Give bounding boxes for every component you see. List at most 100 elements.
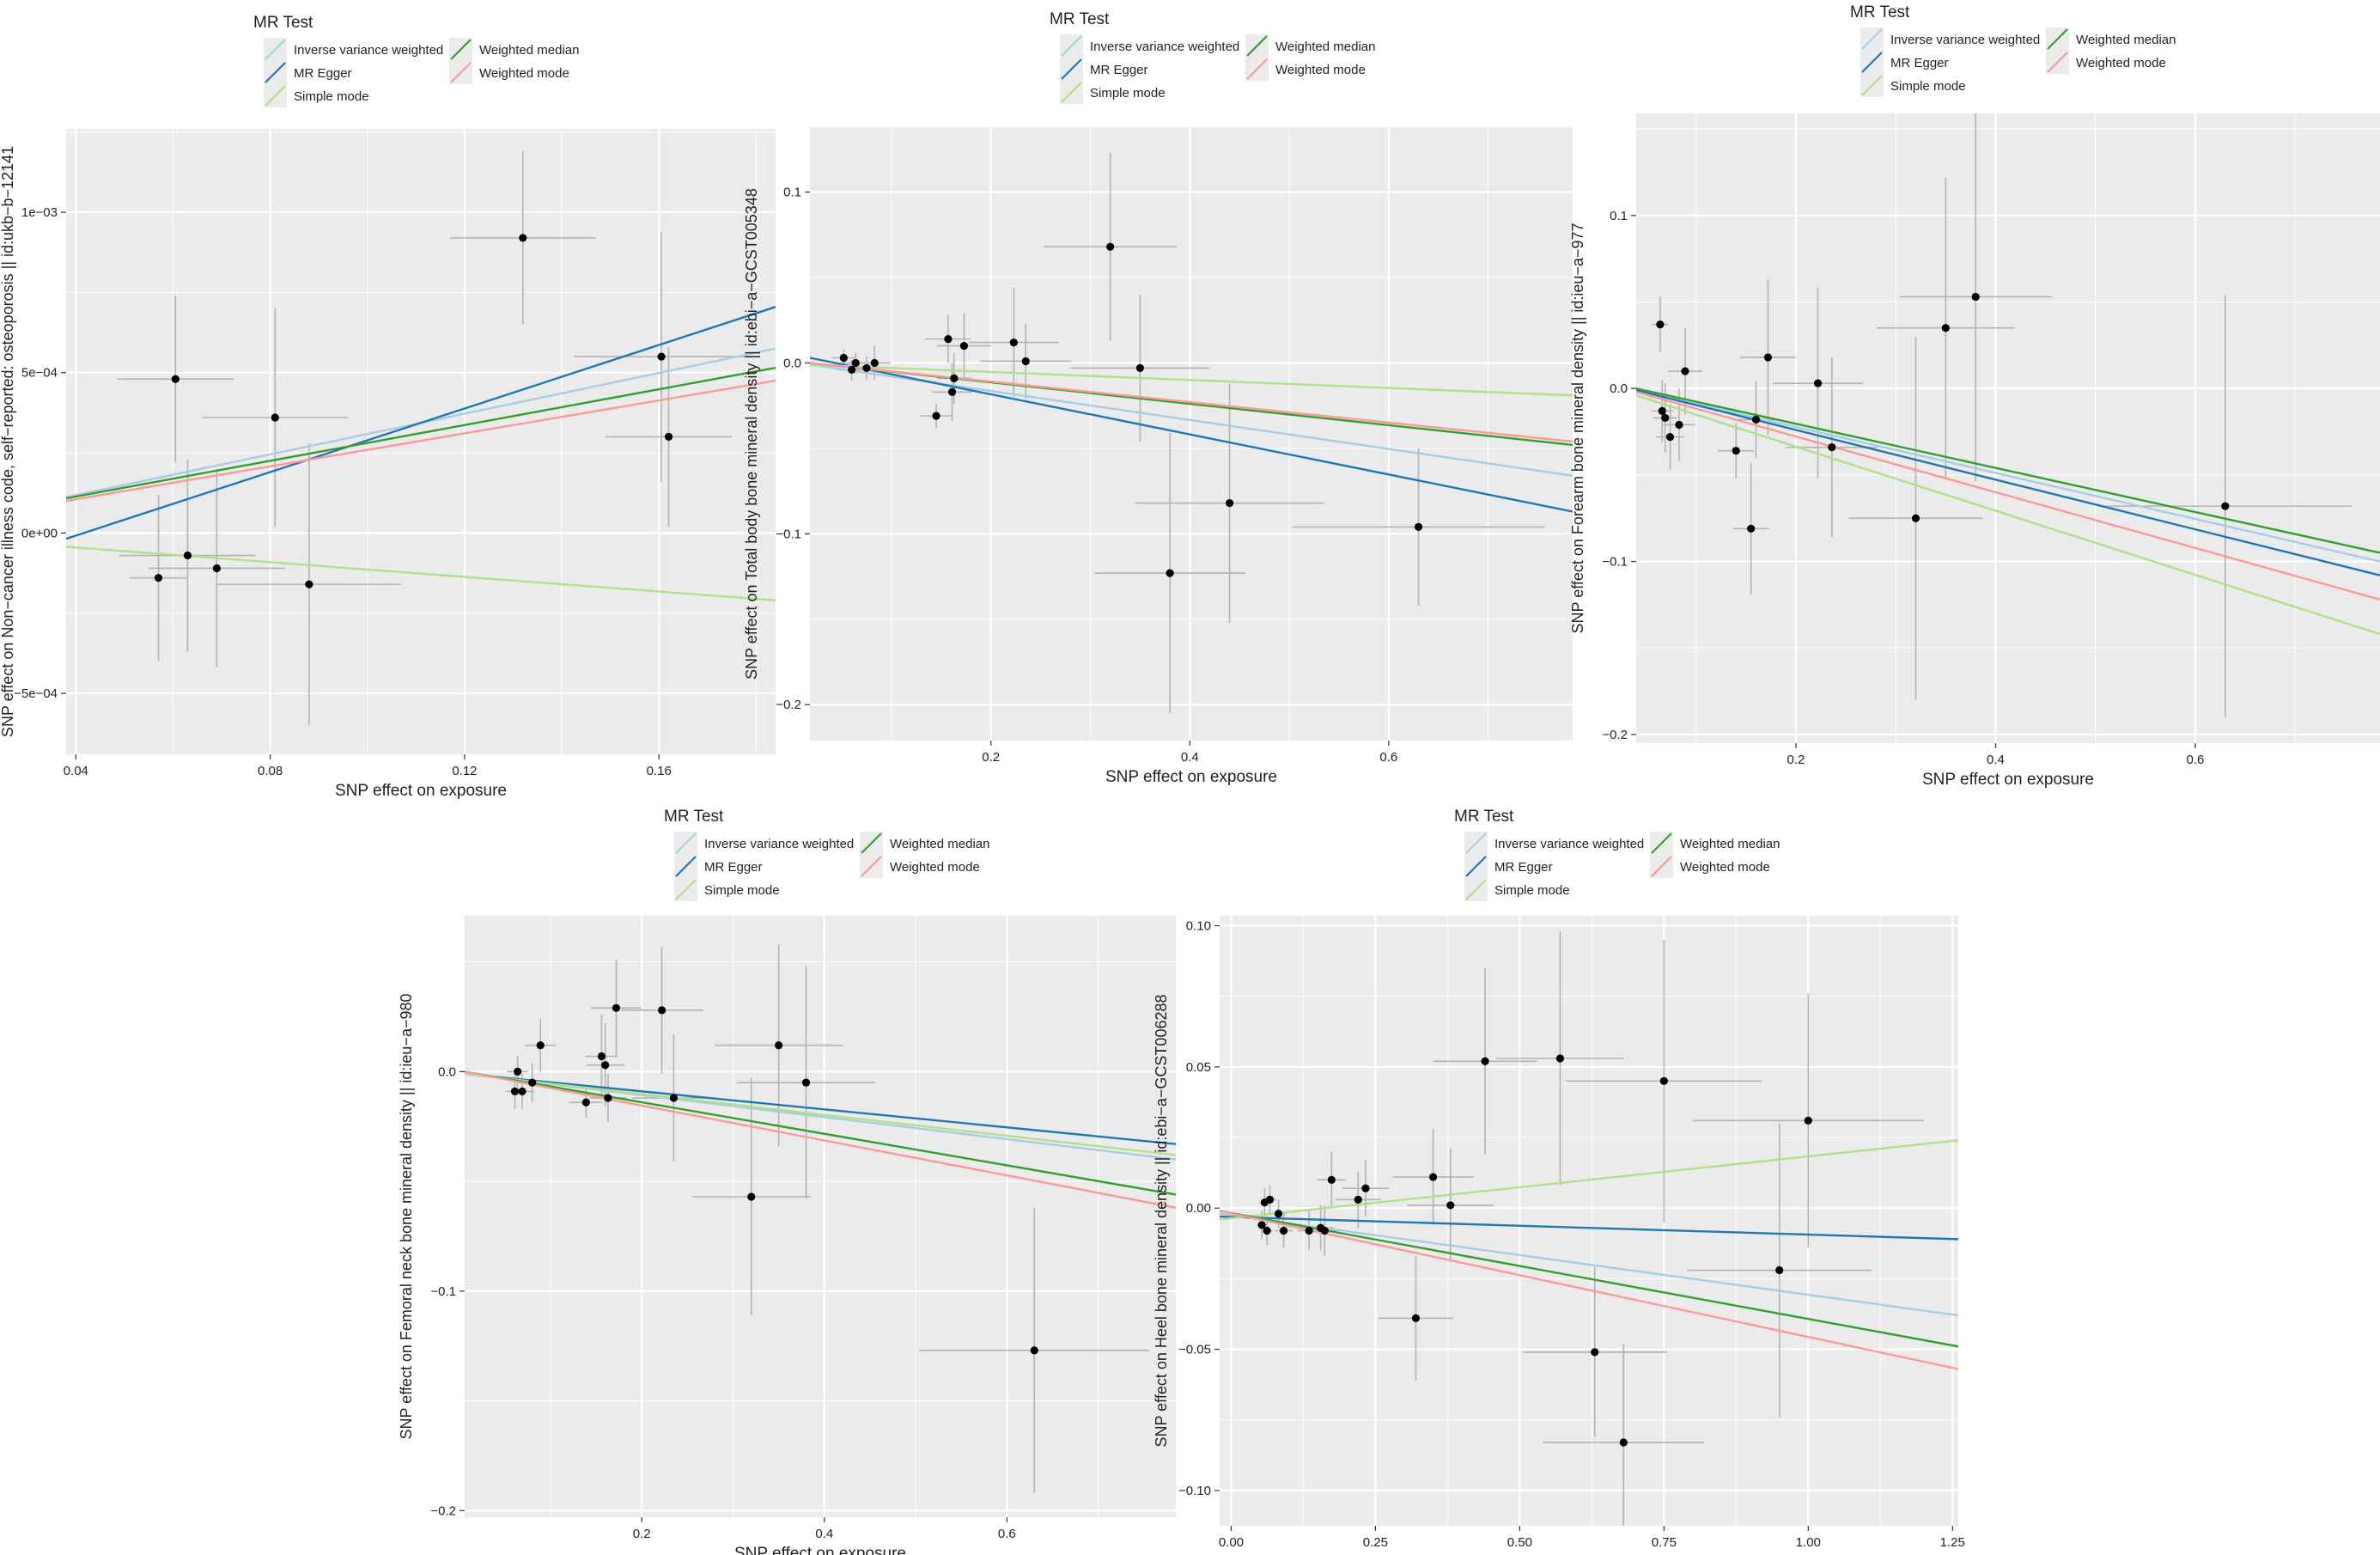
data-point [1661,413,1670,423]
regression-line-simple [465,1072,1176,1156]
y-axis-title: SNP effect on Total body bone mineral de… [743,188,760,680]
data-point [1813,379,1823,387]
axes: 0.2 0.4 0.6 −0.2 −0.1 0.0 [430,1064,1015,1541]
data-point [510,1087,520,1095]
data-point [1732,447,1740,455]
legend-label: Inverse variance weighted [1494,837,1644,851]
x-tick-label: 0.75 [1652,1535,1677,1550]
legend-item-ivw[interactable]: Inverse variance weighted [1464,832,1644,855]
legend-key-line [1246,35,1268,57]
x-axis-title: SNP effect on exposure [1105,768,1277,786]
legend-item-ivw[interactable]: Inverse variance weighted [1060,34,1239,58]
regression-line-egger [1220,1215,1958,1241]
legend-title: MR Test [1454,808,1514,826]
legend-item-egger[interactable]: MR Egger [1464,855,1553,878]
legend-label: MR Egger [294,66,352,81]
data-point [851,358,860,368]
x-tick-label: 0.12 [452,764,477,778]
plot-area [1636,113,2380,743]
legend-item-simple[interactable]: Simple mode [1464,878,1570,901]
y-tick-label: 0.0 [438,1064,456,1079]
legend-item-ivw[interactable]: Inverse variance weighted [1860,27,2040,51]
regression-line-wmedian [1636,387,2380,554]
y-tick-label: 0e+00 [21,526,58,540]
legend-item-wmode[interactable]: Weighted mode [860,855,980,878]
legend-item-egger[interactable]: MR Egger [264,61,352,84]
data-point [1775,1265,1784,1275]
legend-item-wmode[interactable]: Weighted mode [449,61,569,84]
legend-item-wmode[interactable]: Weighted mode [1245,58,1366,81]
legend-item-ivw[interactable]: Inverse variance weighted [674,832,854,855]
chart-panel-c: MR Test Inverse variance weighted MR Egger… [1569,3,2380,789]
y-tick-label: −0.1 [430,1284,456,1299]
x-tick-label: 0.4 [815,1527,833,1541]
data-point [664,432,673,441]
legend-item-simple[interactable]: Simple mode [1060,81,1166,104]
legend-item-wmedian[interactable]: Weighted median [1650,832,1780,855]
x-tick-label: 0.6 [2187,753,2205,767]
x-tick-label: 0.16 [647,764,672,778]
legend-key-line [265,62,286,83]
regression-line-wmode [810,362,1573,443]
legend-item-simple[interactable]: Simple mode [674,878,780,901]
legend: MR Test Inverse variance weighted MR Egger… [253,14,579,107]
legend-label: Weighted median [2076,33,2176,47]
legend-item-egger[interactable]: MR Egger [674,855,763,878]
legend-label: Inverse variance weighted [294,43,443,58]
legend-label: Weighted mode [890,860,980,875]
legend-item-wmedian[interactable]: Weighted median [2046,27,2176,51]
legend-label: MR Egger [1494,860,1553,875]
data-point [1263,1226,1271,1235]
legend-label: MR Egger [1090,63,1148,77]
legend-key-line [1465,879,1487,900]
legend-item-wmode[interactable]: Weighted mode [2046,51,2166,74]
data-point [950,374,959,382]
data-point [1446,1201,1455,1210]
legend-item-egger[interactable]: MR Egger [1060,58,1148,81]
data-point [1751,415,1761,424]
regression-line-wmode [1636,391,2380,601]
legend-label: Weighted median [890,837,989,851]
legend-key-line [265,39,286,60]
x-tick-label: 0.2 [982,750,1000,765]
data-point [1009,338,1018,347]
data-point [514,1067,522,1076]
legend-item-simple[interactable]: Simple mode [1860,74,1966,97]
data-point [1166,569,1174,577]
legend-key-line [1861,75,1883,96]
legend-label: Simple mode [1890,79,1966,94]
legend-item-egger[interactable]: MR Egger [1860,51,1949,74]
legend-item-wmode[interactable]: Weighted mode [1650,855,1770,878]
data-point [1665,432,1675,442]
data-point [271,413,279,422]
data-point [518,1087,527,1095]
y-tick-label: 0.0 [1610,381,1628,396]
legend-item-wmedian[interactable]: Weighted median [860,832,989,855]
chart-panel-a: MR Test Inverse variance weighted MR Egger… [0,14,776,800]
legend-item-simple[interactable]: Simple mode [264,84,369,107]
legend-item-wmedian[interactable]: Weighted median [1245,34,1375,58]
data-point [1265,1195,1275,1204]
data-point [212,564,221,573]
legend-item-wmedian[interactable]: Weighted median [449,38,579,61]
data-point [959,341,969,351]
data-point [657,1006,667,1015]
y-tick-label: 0.1 [1610,209,1628,223]
legend: MR Test Inverse variance weighted MR Egger… [1454,808,1780,901]
y-axis-title: SNP effect on Forearm bone mineral densi… [1569,223,1586,634]
data-point [862,363,871,373]
y-axis-title: SNP effect on Non−cancer illness code, s… [0,146,16,737]
regression-line-simple [810,363,1573,397]
y-tick-label: −0.05 [1178,1343,1211,1357]
axes: 0.2 0.4 0.6 −0.2 −0.1 0.0 0.1 [776,186,1397,765]
legend-key-line [1465,856,1487,877]
y-tick-label: −0.1 [1602,555,1628,570]
data-point [1675,420,1683,430]
gridlines [465,916,1176,1517]
data-point [747,1192,756,1201]
x-tick-label: 0.4 [1987,753,2005,767]
legend-key-line [1861,52,1883,73]
legend-item-ivw[interactable]: Inverse variance weighted [264,38,443,61]
data-point [601,1061,610,1070]
data-point [1763,353,1773,362]
